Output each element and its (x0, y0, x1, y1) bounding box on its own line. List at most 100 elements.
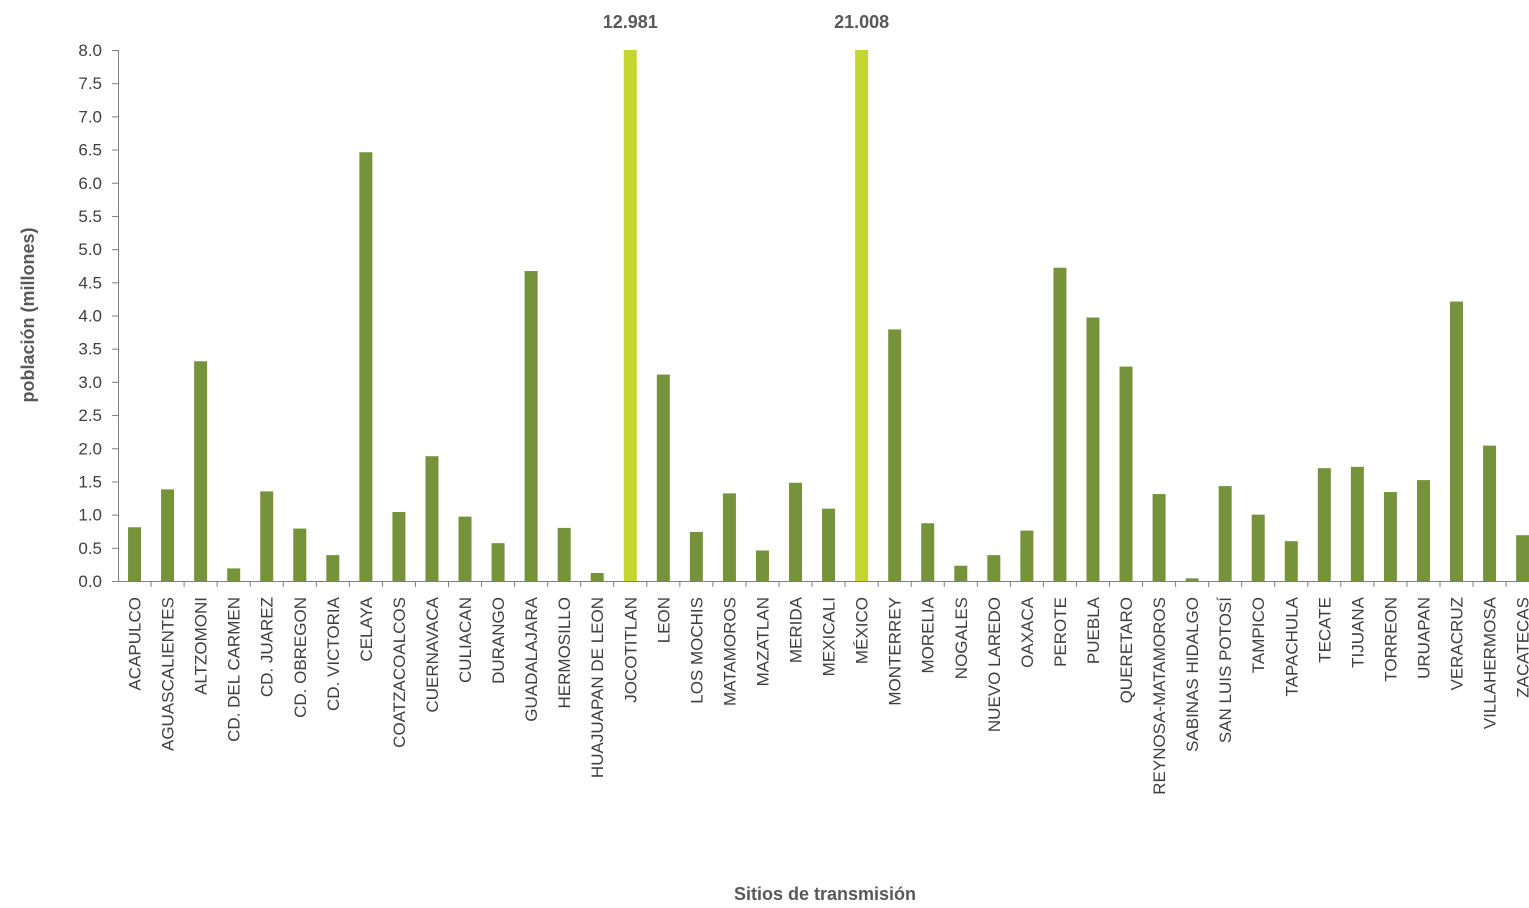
x-tick-label: OAXACA (1018, 596, 1037, 668)
bar (1516, 535, 1529, 581)
y-tick-label: 8.0 (78, 41, 102, 60)
y-tick-label: 5.0 (78, 240, 102, 259)
bar (557, 527, 571, 581)
annotations-group: 12.981 21.008 (603, 12, 889, 32)
x-tick-label: NUEVO LAREDO (985, 597, 1004, 732)
y-tick-label: 1.5 (78, 472, 102, 491)
x-tick-label: ALTZOMONI (192, 597, 211, 695)
bar (722, 493, 736, 581)
y-tick-label: 6.0 (78, 174, 102, 193)
bar (458, 516, 472, 581)
bar (590, 573, 604, 581)
x-tick-label: PUEBLA (1084, 596, 1103, 664)
x-tick-label: SAN LUIS POTOSÍ (1216, 597, 1235, 743)
bar (425, 456, 439, 581)
bar (260, 491, 274, 581)
x-tick-label: DURANGO (489, 597, 508, 684)
y-axis-title: población (millones) (18, 227, 38, 402)
y-tick-label: 4.0 (78, 307, 102, 326)
y-tick-label: 1.0 (78, 506, 102, 525)
bar (491, 543, 505, 581)
bar (755, 550, 769, 581)
x-tick-label: TECATE (1315, 597, 1334, 663)
x-tick-label: MORELIA (919, 596, 938, 673)
x-tick-label: AGUASCALIENTES (159, 597, 178, 751)
bars-group (128, 50, 1529, 581)
bar (1086, 317, 1100, 581)
bar (954, 565, 968, 581)
x-tick-label: MERIDA (787, 596, 806, 663)
x-tick-label: GUADALAJARA (522, 596, 541, 721)
bar (689, 531, 703, 581)
x-tick-label: HUAJUAPAN DE LEON (588, 597, 607, 778)
bar (161, 489, 175, 581)
bar (392, 511, 406, 581)
bar (194, 361, 208, 581)
bar (1119, 366, 1133, 581)
x-tick-label: SABINAS HIDALGO (1183, 597, 1202, 752)
y-tick-label: 2.0 (78, 439, 102, 458)
bar (1383, 492, 1397, 581)
bar (656, 374, 670, 581)
x-tick-label: NOGALES (952, 597, 971, 679)
bar (326, 555, 340, 581)
bar (623, 50, 637, 581)
x-tick-label: MEXICALI (820, 597, 839, 676)
y-tick-label: 3.0 (78, 373, 102, 392)
x-tick-label: VILLAHERMOSA (1481, 596, 1500, 729)
y-axis-ticks: 0.0 0.5 1.0 1.5 2.0 2.5 3.0 3.5 4.0 4.5 5.0 5.5 6.0 6… (78, 41, 118, 591)
bar (1317, 468, 1331, 581)
y-tick-label: 5.5 (78, 207, 102, 226)
y-tick-label: 7.0 (78, 107, 102, 126)
x-tick-label: URUAPAN (1414, 597, 1433, 679)
bar (1185, 578, 1199, 581)
x-tick-label: CD. OBREGON (291, 597, 310, 718)
bar (921, 523, 935, 581)
bar (1416, 480, 1430, 581)
y-tick-label: 6.5 (78, 141, 102, 160)
x-tick-label: QUERETARO (1117, 597, 1136, 703)
x-tick-label: VERACRUZ (1448, 597, 1467, 691)
x-tick-label: CULIACAN (456, 597, 475, 683)
x-tick-label: CELAYA (357, 596, 376, 661)
bar (1483, 445, 1497, 581)
bar (1020, 530, 1034, 581)
bar (524, 271, 538, 581)
y-tick-label: 0.0 (78, 572, 102, 591)
x-tick-label: MONTERREY (886, 597, 905, 706)
x-axis-title: Sitios de transmisión (734, 884, 916, 903)
x-tick-label: LOS MOCHIS (687, 597, 706, 704)
data-label: 12.981 (603, 12, 658, 32)
x-tick-label: TIJUANA (1348, 596, 1367, 668)
x-tick-label: PEROTE (1051, 597, 1070, 667)
bar (888, 329, 902, 581)
x-tick-label: TAMPICO (1249, 597, 1268, 673)
x-tick-label: CD. JUAREZ (258, 597, 277, 697)
bar (1350, 466, 1364, 581)
x-tick-label: LEON (654, 597, 673, 643)
bar (227, 568, 241, 581)
y-tick-label: 2.5 (78, 406, 102, 425)
bar (789, 482, 803, 581)
bar (359, 152, 373, 581)
x-tick-label: TORREON (1381, 597, 1400, 682)
data-label: 21.008 (834, 12, 889, 32)
x-tick-label: REYNOSA-MATAMOROS (1150, 597, 1169, 795)
x-tick-label: ACAPULCO (126, 597, 145, 691)
x-tick-label: HERMOSILLO (555, 597, 574, 708)
x-tick-label: CUERNAVACA (423, 596, 442, 712)
x-tick-label: COATZACOALCOS (390, 597, 409, 748)
bar (1053, 267, 1067, 581)
bar (128, 527, 142, 581)
bar (822, 508, 836, 581)
bar (293, 528, 307, 581)
bar (1218, 486, 1232, 581)
x-tick-label: TAPACHULA (1282, 596, 1301, 696)
x-tick-label: MÉXICO (853, 597, 872, 664)
y-tick-label: 3.5 (78, 340, 102, 359)
bar (987, 555, 1001, 581)
x-tick-label: MAZATLAN (753, 597, 772, 686)
y-tick-label: 7.5 (78, 74, 102, 93)
x-tick-label: CD. VICTORIA (324, 596, 343, 711)
